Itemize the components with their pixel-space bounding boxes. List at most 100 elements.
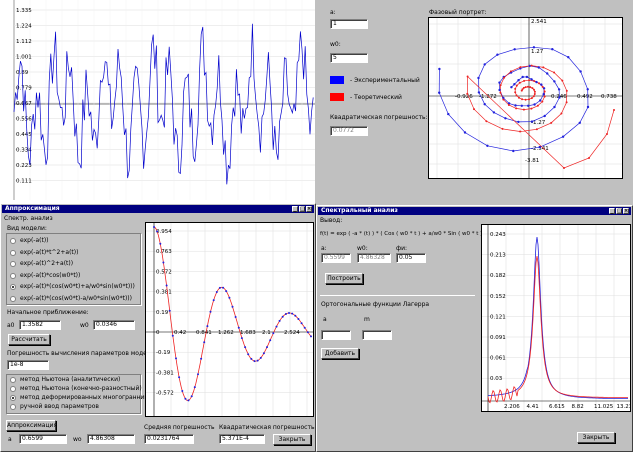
ortho-m-label: m [364,316,370,323]
signal-y-tick: 1.001 [16,55,32,61]
phase-exp-point [542,87,546,90]
minimize-button[interactable]: _ [609,208,615,214]
phase-exp-point [553,80,556,83]
phase-exp-point [521,75,524,79]
method-option-radio[interactable] [10,404,16,410]
a-input[interactable]: 1 [330,19,368,29]
approx-y-tick: -0.19 [156,350,171,356]
model-option-radio[interactable] [10,249,16,256]
a0-label: a0 [7,322,15,329]
phase-exp-point [483,63,486,66]
legend-theory-label: - Теоретический [350,94,402,101]
phase-exp-point [539,99,542,102]
spec-y-tick: 0.03 [490,376,503,382]
approx-data-point [291,312,294,315]
precision-input[interactable]: 1e-8 [7,360,49,370]
approx-data-point [228,296,231,299]
phase-exp-point [512,149,515,153]
a0-input[interactable]: 1.3582 [19,320,61,330]
method-option-label: ручной ввод параметров [20,403,99,410]
phase-exp-point [543,114,546,118]
divider-strip [315,0,323,203]
phase-exp-point [586,88,589,91]
approx-data-point [209,310,212,313]
phase-exp-point [498,81,501,84]
phase-theory-point [507,104,510,106]
approx-data-point [184,397,187,400]
approx-y-tick: 0.572 [156,269,172,275]
model-option-radio[interactable] [10,295,16,302]
legend-theory-swatch [330,93,344,101]
method-option-radio[interactable] [10,386,16,392]
phase-theory-point [533,93,536,95]
add-button[interactable]: Добавить [321,348,359,359]
phase-exp-point [561,135,565,138]
a-label: a: [330,9,336,16]
close-icon[interactable]: × [306,206,312,212]
approx-data-point [212,299,215,302]
phase-theory-point [588,157,590,159]
phase-theory-point [523,79,526,82]
signal-series [13,23,314,185]
signal-y-tick: 0.779 [16,86,32,92]
approx-close-button[interactable]: Закрыть [273,434,311,445]
spec-a-input[interactable]: 0.5599 [321,253,351,263]
spec-fi-input[interactable]: 0.05 [396,253,426,263]
build-button[interactable]: Построить [325,273,363,284]
phase-exp-point [463,131,467,134]
model-option-radio[interactable] [10,272,16,279]
method-option-radio[interactable] [10,395,16,401]
ortho-alpha-input[interactable] [321,330,351,340]
phase-exp-point [540,83,543,86]
maximize-button[interactable]: □ [616,208,622,214]
ortho-m-input[interactable] [362,330,392,340]
w0-input[interactable]: 0.0346 [93,320,135,330]
phase-exp-point [520,104,523,108]
model-option-radio[interactable] [10,261,16,267]
phase-exp-point [578,121,581,125]
phase-exp-point [546,72,549,75]
spec-x-tick: 13.23 [617,404,631,410]
phase-exp-point [496,53,499,56]
phase-panel: a: 1 w0: 5 - Экспериментальный - Теорети… [323,0,633,203]
approx-data-point [237,326,240,329]
phase-exp-point [517,79,520,82]
phase-theory-point [560,112,563,115]
spectral-close-button[interactable]: Закрыть [577,432,615,443]
phase-theory-point [553,71,556,74]
approx-data-point [275,325,278,328]
approx-data-point [225,290,228,293]
phase-theory-point [466,92,469,95]
approximate-button[interactable]: Аппроксимация [6,420,58,431]
signal-y-tick: 1.112 [16,39,32,45]
w0-input[interactable]: 5 [330,53,368,63]
mean-err-output: 0.0231764 [144,434,194,444]
close-icon[interactable]: × [623,208,629,214]
phase-theory-point [524,86,527,89]
method-option-radio[interactable] [10,377,16,383]
phase-theory-point [563,167,565,169]
model-option-radio[interactable] [10,284,16,290]
calculate-button[interactable]: Рассчитать [8,334,50,345]
signal-y-tick: 1.335 [16,8,32,14]
minimize-button[interactable]: _ [292,206,298,212]
phase-exp-point [492,111,496,114]
spec-w0-input[interactable]: 4.86328 [357,253,391,263]
approx-titlebar: Аппроксимация _ □ × [2,205,314,213]
approx-data-point [168,309,171,312]
model-option-radio[interactable] [10,238,16,244]
spec-y-tick: 0.243 [490,232,506,238]
legend-exp-label: - Экспериментальный [350,77,420,84]
approx-data-point [190,395,193,398]
phase-x-tick: -0.926 [455,94,473,100]
approx-data-point [206,325,209,328]
approx-y-tick: 0.763 [156,249,172,255]
model-group-label: Вид модели: [7,225,47,232]
maximize-button[interactable]: □ [299,206,305,212]
phase-theory-point [518,81,521,84]
ortho-label: Ортогональные функции Лагерра [321,301,430,308]
phase-theory-point [501,127,504,130]
phase-x-tick: 0.492 [577,94,593,100]
error-label: Квадратическая погрешность: [330,114,428,121]
w0-label: w0: [330,41,341,48]
